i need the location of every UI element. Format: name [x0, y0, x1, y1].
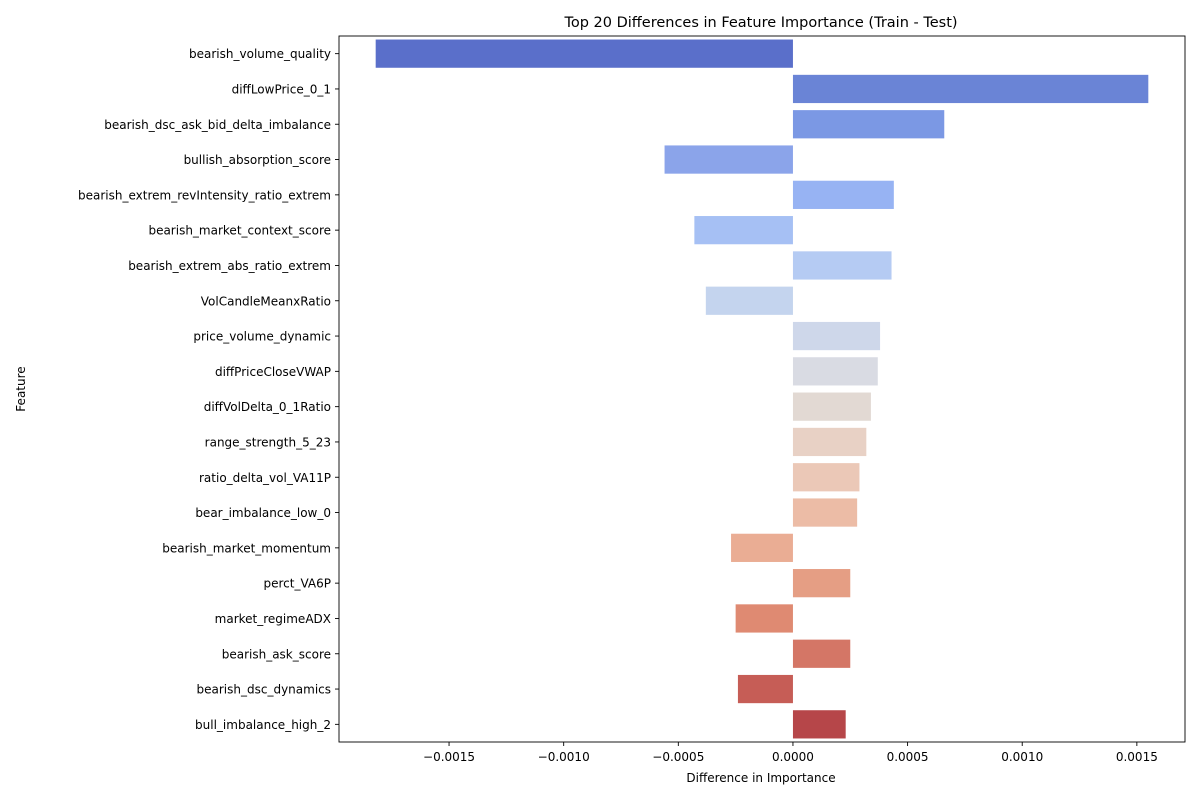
x-tick-label: −0.0015	[423, 750, 475, 764]
bar-bullish_absorption_score	[664, 145, 793, 174]
x-tick-label: 0.0010	[1001, 750, 1043, 764]
bar-bearish_market_context_score	[694, 216, 793, 245]
y-tick-label: perct_VA6P	[264, 577, 332, 591]
y-tick-label: bearish_dsc_dynamics	[197, 683, 332, 697]
bar-range_strength_5_23	[792, 427, 867, 457]
y-tick-label: price_volume_dynamic	[193, 330, 331, 344]
bar-bearish_extrem_revIntensity_ratio_extrem	[792, 180, 894, 209]
bar-bearish_dsc_dynamics	[737, 674, 793, 704]
y-tick-label: bear_imbalance_low_0	[195, 506, 331, 520]
bar-perct_VA6P	[792, 569, 851, 598]
y-tick-label: bullish_absorption_score	[184, 153, 331, 167]
bar-bearish_volume_quality	[375, 39, 793, 68]
x-tick-label: −0.0005	[652, 750, 704, 764]
y-tick-label: bull_imbalance_high_2	[195, 718, 331, 732]
bars-group	[375, 39, 1149, 739]
y-tick-label: bearish_market_context_score	[148, 224, 331, 238]
y-tick-label: bearish_extrem_abs_ratio_extrem	[128, 259, 331, 273]
plot-frame	[338, 35, 1186, 743]
bar-bearish_market_momentum	[731, 533, 793, 562]
x-axis-title: Difference in Importance	[686, 771, 835, 785]
y-tick-labels: bearish_volume_quality diffLowPrice_0_1be…	[78, 47, 331, 732]
y-tick-label: market_regimeADX	[215, 612, 331, 626]
chart-title: Top 20 Differences in Feature Importance…	[563, 15, 957, 31]
x-tick-label: 0.0000	[772, 750, 814, 764]
x-tick-label: 0.0015	[1116, 750, 1158, 764]
bar-bull_imbalance_high_2	[792, 710, 846, 739]
bar-VolCandleMeanxRatio	[705, 286, 793, 315]
bar-market_regimeADX	[735, 604, 793, 633]
x-tick-label: 0.0005	[887, 750, 929, 764]
y-tick-label: range_strength_5_23	[205, 435, 331, 449]
y-tick-label: ratio_delta_vol_VA11P	[199, 471, 331, 485]
y-tick-label: diffLowPrice_0_1	[232, 82, 331, 96]
bar-bearish_extrem_abs_ratio_extrem	[792, 251, 892, 280]
bar-bearish_ask_score	[792, 639, 851, 668]
y-tick-label: bearish_volume_quality	[189, 47, 331, 61]
y-tick-label: bearish_dsc_ask_bid_delta_imbalance	[104, 118, 331, 132]
y-tick-label: VolCandleMeanxRatio	[201, 294, 331, 308]
y-axis-title: Feature	[14, 366, 28, 411]
y-tick-label: diffPriceCloseVWAP	[215, 365, 331, 379]
y-tick-label: bearish_extrem_revIntensity_ratio_extrem	[78, 188, 331, 202]
bar-diffVolDelta_0_1Ratio	[792, 392, 871, 421]
y-tick-label: bearish_ask_score	[222, 647, 331, 661]
x-ticks: −0.0015 −0.0010 −0.0005 0.0000 0.0005 0.0010 0…	[423, 742, 1158, 764]
x-tick-label: −0.0010	[538, 750, 590, 764]
y-tick-label: diffVolDelta_0_1Ratio	[204, 400, 331, 414]
bar-price_volume_dynamic	[792, 321, 881, 351]
bar-bear_imbalance_low_0	[792, 498, 858, 527]
bar-ratio_delta_vol_VA11P	[792, 463, 860, 492]
bar-bearish_dsc_ask_bid_delta_imbalance	[792, 110, 945, 139]
bar-diffPriceCloseVWAP	[792, 357, 878, 386]
bar-diffLowPrice_0_1	[792, 74, 1149, 104]
y-tick-label: bearish_market_momentum	[162, 541, 331, 555]
y-ticks	[335, 53, 339, 725]
